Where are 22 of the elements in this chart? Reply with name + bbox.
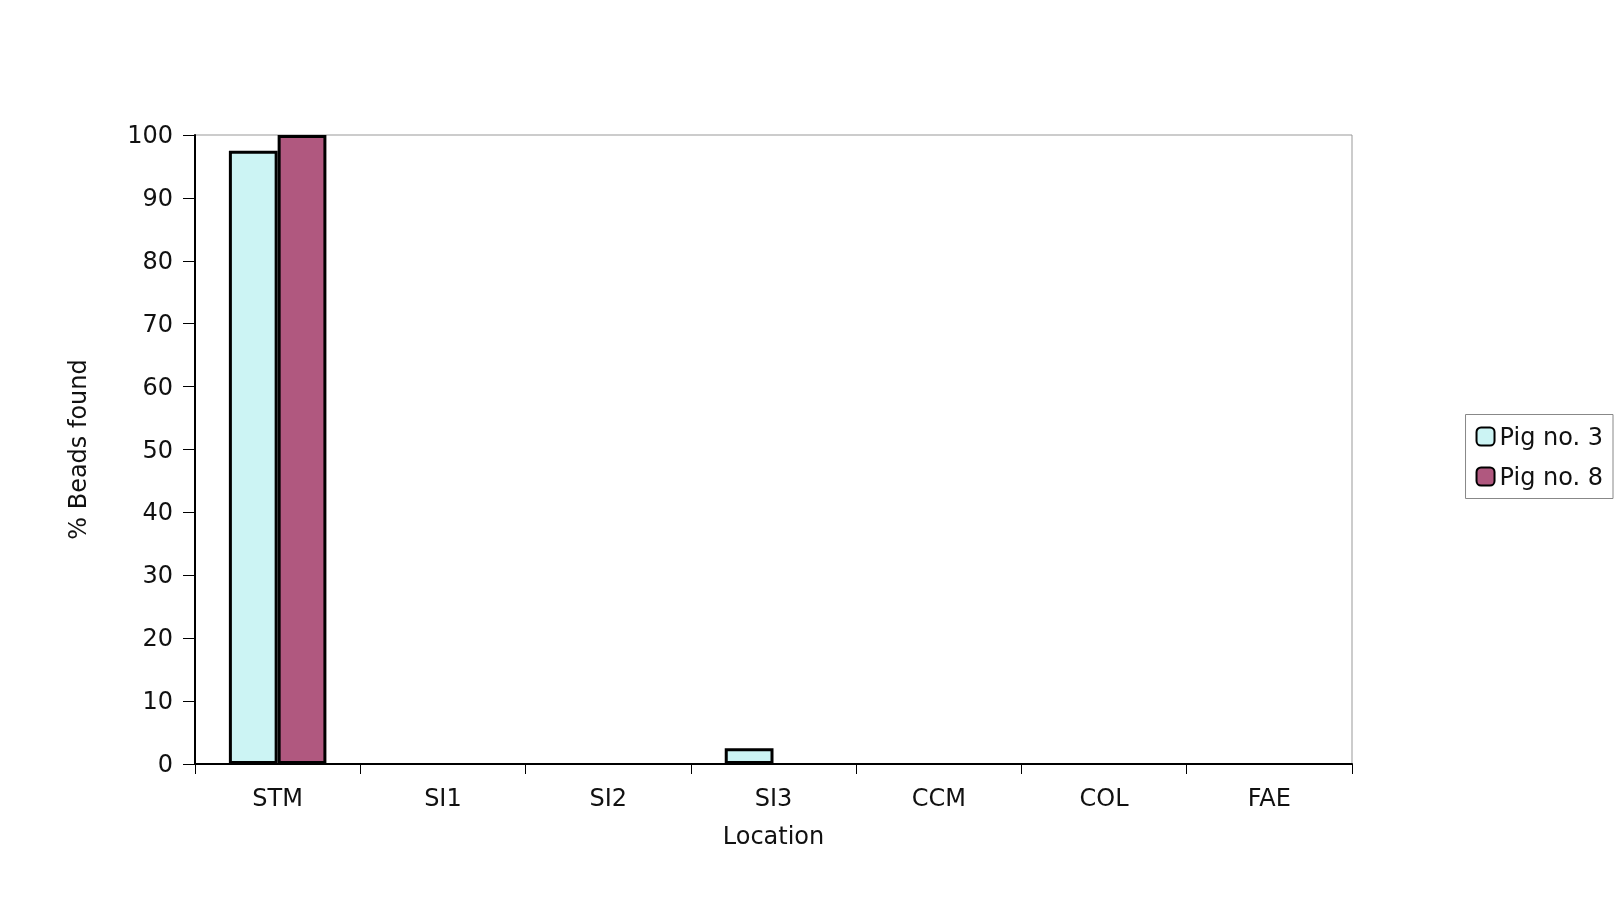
y-tick-label: 0 — [157, 750, 173, 778]
x-tick-label: SI2 — [589, 784, 628, 812]
y-axis-title: % Beads found — [64, 359, 92, 540]
y-tick-label: 40 — [142, 498, 173, 527]
x-tick-label: CCM — [911, 784, 966, 812]
y-tick-label: 10 — [142, 687, 173, 716]
y-tick-label: 80 — [142, 246, 173, 275]
y-tick-label: 90 — [142, 183, 173, 212]
y-tick-label: 100 — [127, 121, 173, 149]
x-tick-label: FAE — [1247, 784, 1291, 812]
x-tick-label: SI3 — [754, 784, 793, 812]
x-axis-title: Location — [722, 822, 825, 850]
legend-label: Pig no. 8 — [1499, 462, 1604, 491]
x-tick-label: COL — [1079, 784, 1130, 812]
y-tick-label: 50 — [142, 435, 173, 464]
y-tick-label: 20 — [142, 624, 173, 653]
y-tick-label: 70 — [142, 309, 173, 338]
legend-label: Pig no. 3 — [1499, 422, 1604, 451]
y-tick-label: 60 — [142, 372, 173, 401]
x-tick-label: STM — [252, 784, 303, 812]
x-tick-label: SI1 — [424, 784, 462, 812]
y-tick-label: 30 — [142, 561, 173, 590]
